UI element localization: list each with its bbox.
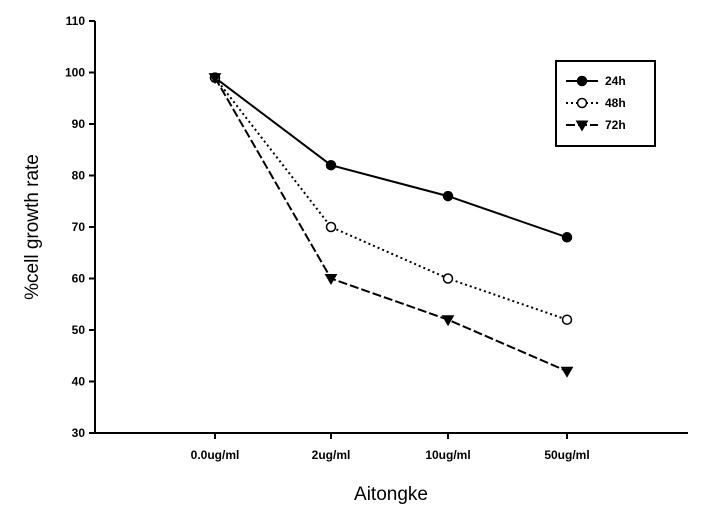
legend-marker: [576, 75, 588, 87]
legend-item: 72h: [566, 118, 626, 132]
series-line: [214, 77, 568, 373]
data-point: [560, 366, 574, 378]
x-tick-label: 50ug/ml: [544, 448, 589, 462]
y-tick-label: 40: [72, 375, 86, 389]
data-point: [325, 159, 337, 171]
legend-item: 24h: [566, 74, 626, 88]
y-tick-label: 100: [65, 66, 85, 80]
data-point: [561, 232, 573, 243]
legend: 24h 48h 72h: [555, 60, 656, 147]
y-tick-label: 30: [72, 426, 86, 440]
x-tick-label: 0.0ug/ml: [191, 448, 240, 462]
y-tick-label: 60: [72, 272, 86, 286]
data-point: [325, 221, 337, 233]
legend-marker: [575, 120, 589, 132]
series-72h: [208, 73, 574, 378]
legend-label: 24h: [605, 74, 626, 88]
legend-marker: [576, 97, 588, 109]
x-tick-label: 2ug/ml: [312, 448, 351, 462]
data-point: [442, 273, 454, 284]
y-tick-label: 80: [72, 169, 86, 183]
y-axis-label: %cell growth rate: [22, 154, 43, 300]
legend-item: 48h: [566, 96, 626, 110]
y-tick-label: 50: [72, 323, 86, 337]
x-axis-label: Aitongke: [354, 484, 428, 505]
y-tick-label: 110: [66, 14, 86, 28]
data-point: [324, 274, 338, 285]
legend-label: 72h: [605, 118, 626, 132]
series-line: [214, 77, 568, 321]
y-ticks: 30 40 50 60 70 80 90 100 110: [65, 14, 95, 440]
data-point: [442, 190, 454, 202]
x-ticks: 0.0ug/ml 2ug/ml 10ug/ml 50ug/ml: [191, 433, 590, 462]
data-point: [561, 314, 573, 325]
y-tick-label: 70: [72, 220, 86, 234]
y-tick-label: 90: [72, 117, 86, 131]
series-line: [214, 76, 568, 239]
series-24h: [209, 72, 573, 243]
series-layer: [208, 72, 574, 378]
x-tick-label: 10ug/ml: [425, 448, 470, 462]
data-point: [441, 315, 455, 327]
series-48h: [209, 72, 573, 325]
legend-label: 48h: [605, 96, 626, 110]
data-point: [208, 73, 222, 85]
